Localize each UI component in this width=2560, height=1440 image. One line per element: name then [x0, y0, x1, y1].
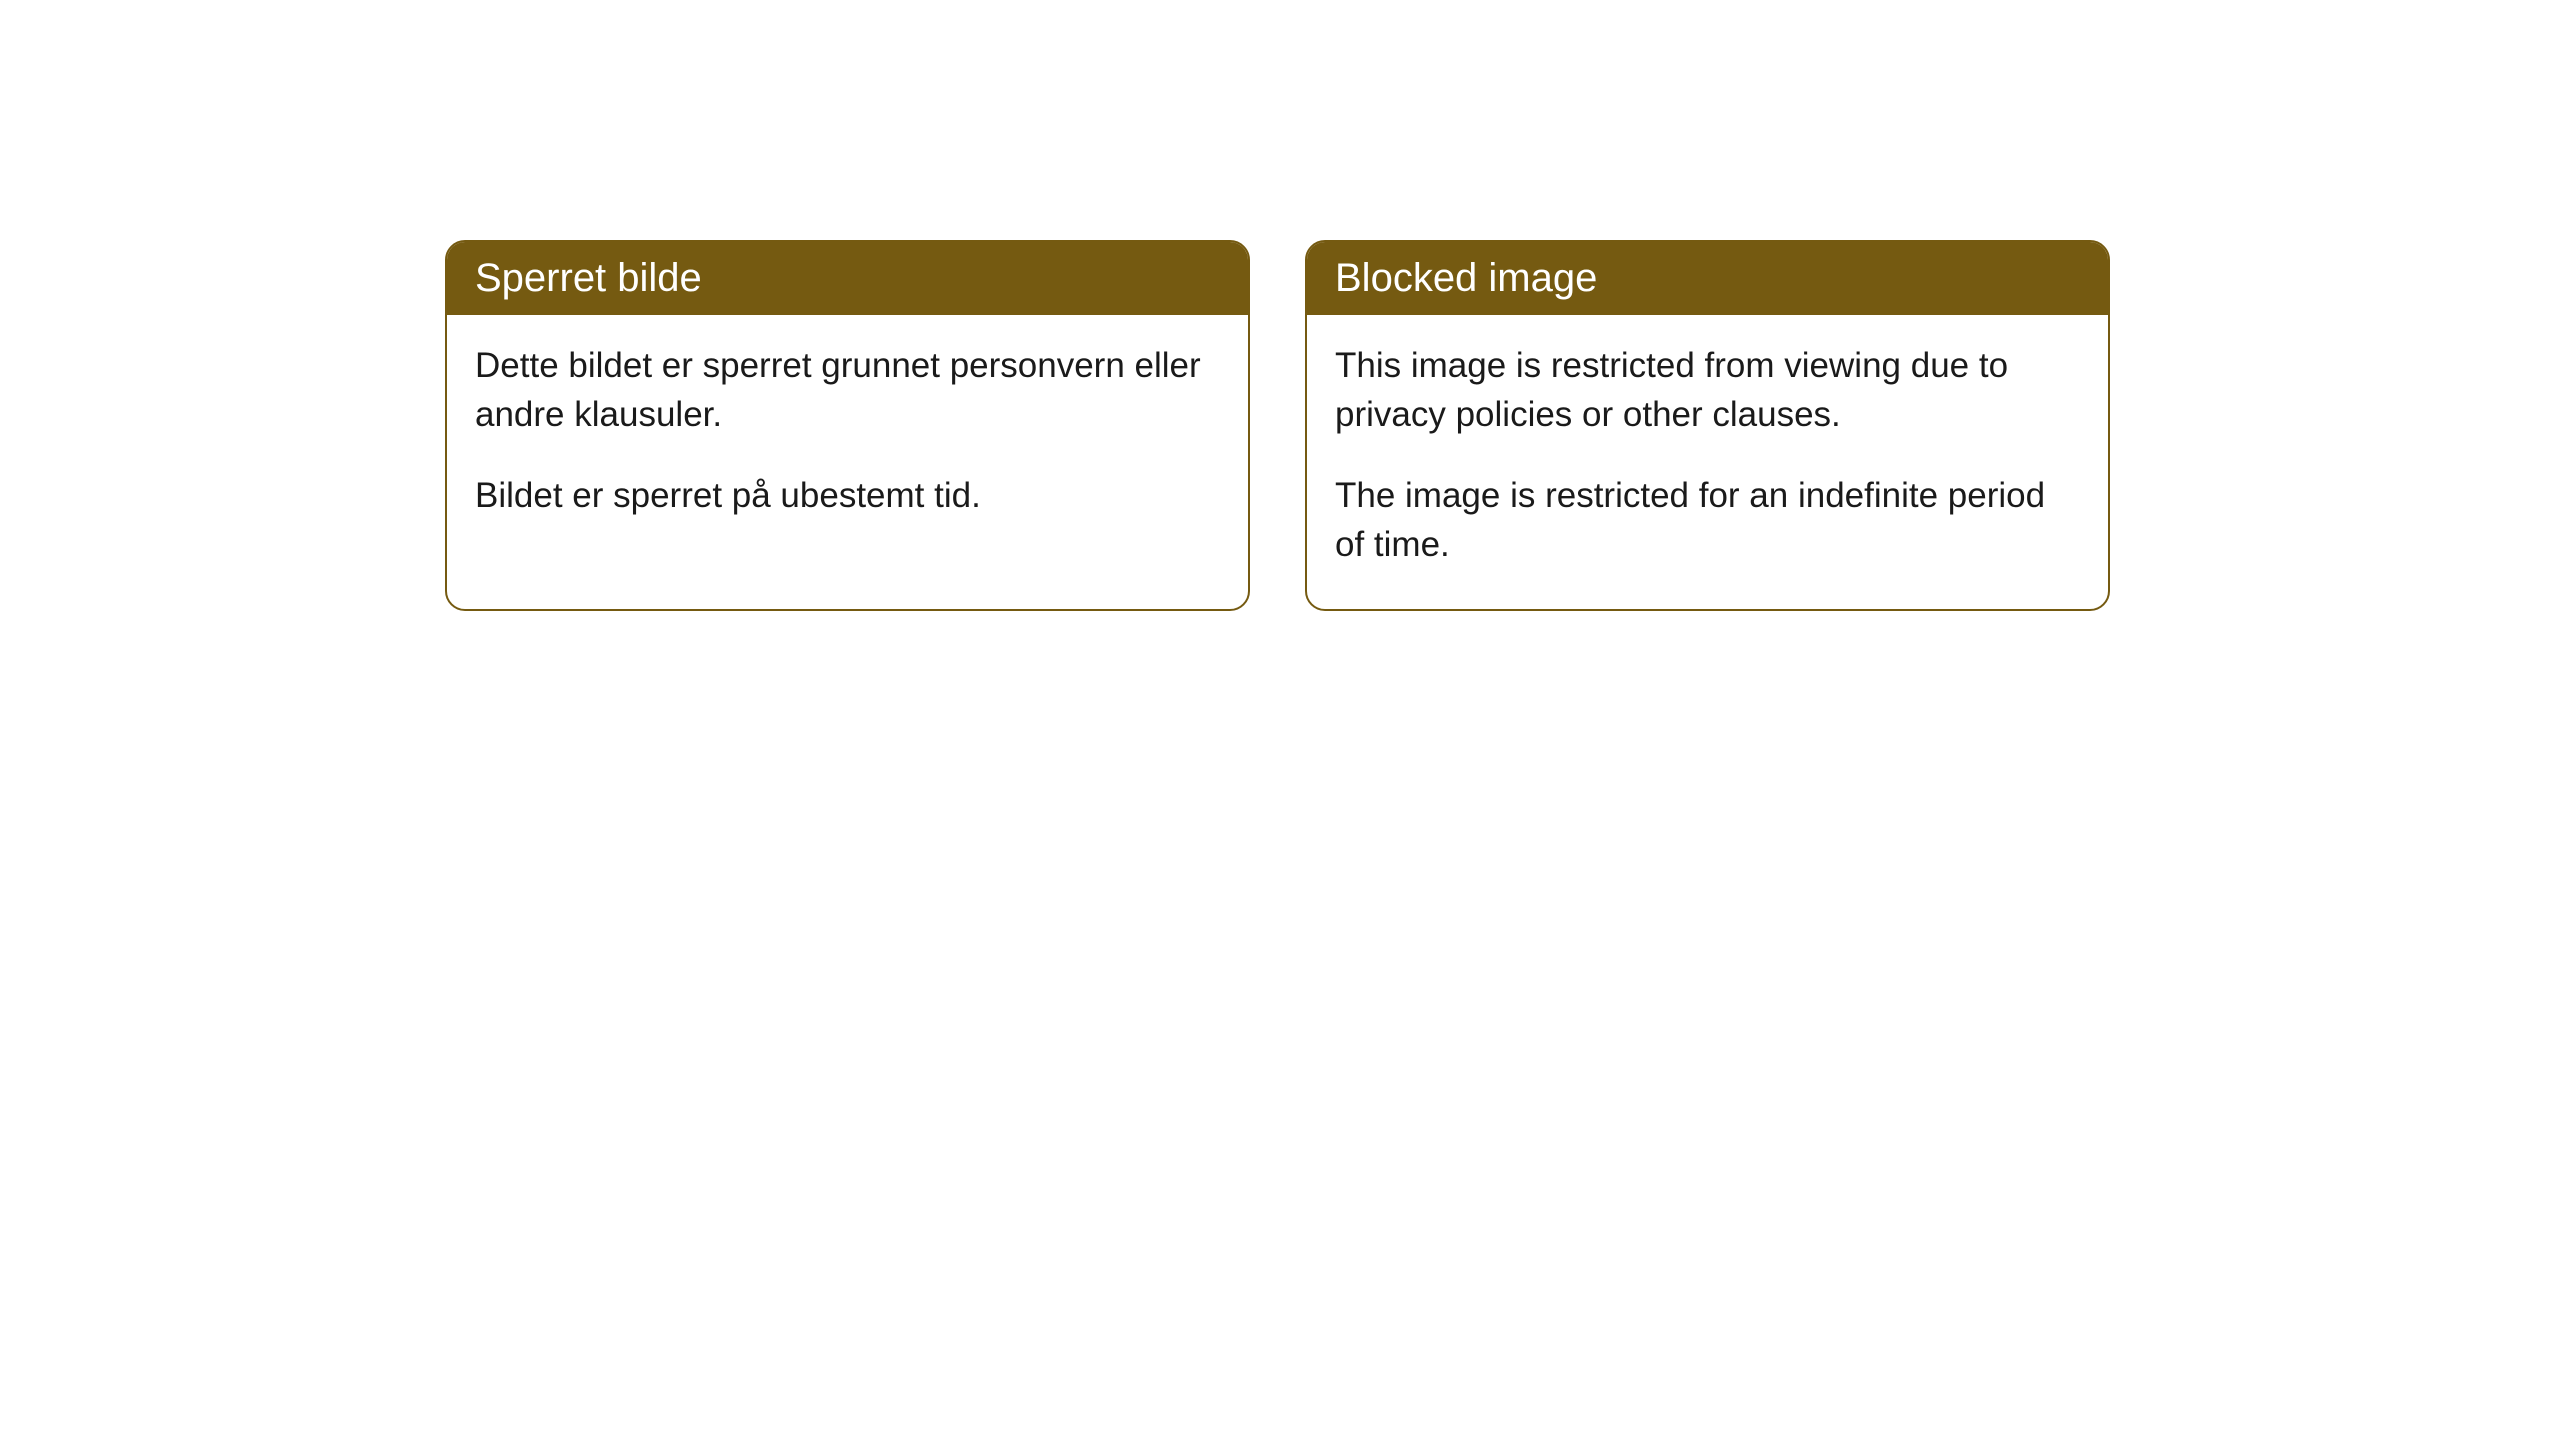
card-body-en: This image is restricted from viewing du… — [1307, 315, 2108, 609]
card-body-no: Dette bildet er sperret grunnet personve… — [447, 315, 1248, 560]
blocked-image-card-en: Blocked image This image is restricted f… — [1305, 240, 2110, 611]
card-title-en: Blocked image — [1335, 256, 1597, 300]
card-header-en: Blocked image — [1307, 242, 2108, 315]
card-paragraph2-en: The image is restricted for an indefinit… — [1335, 471, 2080, 569]
card-paragraph2-no: Bildet er sperret på ubestemt tid. — [475, 471, 1220, 520]
card-paragraph1-no: Dette bildet er sperret grunnet personve… — [475, 341, 1220, 439]
card-paragraph1-en: This image is restricted from viewing du… — [1335, 341, 2080, 439]
blocked-image-card-no: Sperret bilde Dette bildet er sperret gr… — [445, 240, 1250, 611]
card-header-no: Sperret bilde — [447, 242, 1248, 315]
cards-container: Sperret bilde Dette bildet er sperret gr… — [0, 0, 2560, 611]
card-title-no: Sperret bilde — [475, 256, 702, 300]
